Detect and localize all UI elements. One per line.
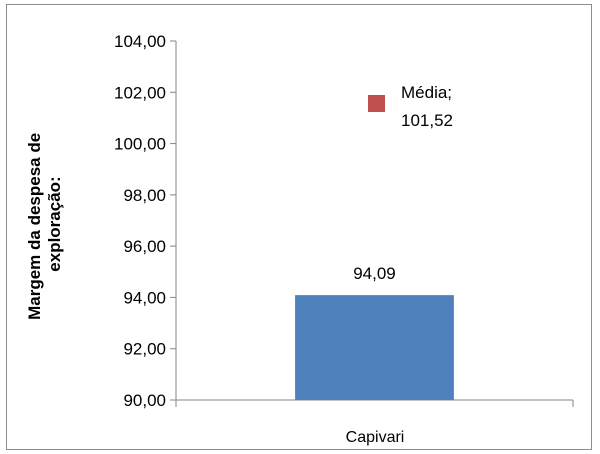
x-category-label: Capivari <box>346 429 405 446</box>
y-axis-title: Margem da despesa de exploração: <box>25 128 64 320</box>
legend-label-line-1: Média; <box>401 83 452 102</box>
y-tick-label: 94,00 <box>123 288 166 307</box>
bars: 94,09 <box>295 264 454 400</box>
y-tick-label: 92,00 <box>123 340 166 359</box>
y-tick-label: 96,00 <box>123 237 166 256</box>
bar <box>295 295 454 400</box>
legend-label-line-2: 101,52 <box>401 111 453 130</box>
bar-value-label: 94,09 <box>353 264 396 283</box>
legend: Média; 101,52 <box>368 83 453 130</box>
y-tick-label: 100,00 <box>114 135 166 154</box>
y-tick-label: 104,00 <box>114 32 166 51</box>
y-tick-label: 98,00 <box>123 186 166 205</box>
y-axis-title-line-1: Margem da despesa de <box>25 133 44 320</box>
y-tick-label: 90,00 <box>123 391 166 410</box>
y-ticks: 90,00 92,00 94,00 96,00 98,00 100,00 102,00 104… <box>114 32 176 410</box>
legend-marker <box>368 95 385 112</box>
y-tick-label: 102,00 <box>114 83 166 102</box>
y-axis-title-line-2: exploração: <box>45 176 64 271</box>
